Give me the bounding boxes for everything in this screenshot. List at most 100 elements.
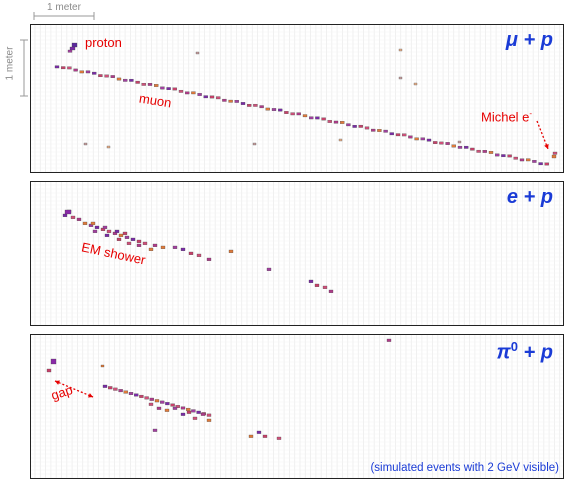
detector-hit [185, 91, 190, 95]
detector-hit [386, 338, 392, 342]
detector-hit [116, 237, 122, 241]
detector-hit [284, 111, 289, 114]
detector-hit [426, 138, 432, 142]
scale-horizontal-label: 1 meter [47, 2, 81, 13]
panel-title-mu-p: μ + p [505, 29, 553, 51]
detector-hit [402, 133, 407, 137]
detector-hit [265, 107, 270, 111]
detector-hit [122, 231, 128, 235]
event-hits [62, 209, 334, 293]
detector-hit [327, 120, 332, 123]
detector-hit [266, 267, 272, 271]
detector-hit [164, 408, 170, 412]
detector-hit [290, 112, 295, 116]
panel-title-pi0-p: π0 + p [496, 339, 554, 364]
detector-hit [247, 104, 252, 107]
detector-hit [128, 392, 134, 395]
detector-hit [234, 100, 239, 103]
detector-hit [364, 126, 370, 130]
detector-hit [538, 162, 543, 166]
detector-hit [172, 406, 178, 410]
detector-hit [346, 123, 351, 127]
detector-hit [134, 393, 139, 397]
event-hits [46, 338, 392, 440]
detector-hit [240, 102, 246, 105]
detector-hit [195, 51, 200, 55]
detector-hit [206, 257, 212, 261]
event-panel-mu-p: proton muon Michel e- μ + p [30, 24, 564, 173]
detector-hit [302, 114, 308, 118]
detector-hit [100, 364, 105, 368]
detector-hit [262, 434, 268, 438]
detector-hit [126, 241, 132, 245]
detector-hit [149, 397, 154, 401]
detector-hit [142, 241, 148, 245]
detector-hit [54, 65, 60, 69]
detector-hit [106, 229, 112, 233]
scale-vertical-label: 1 meter [4, 46, 16, 81]
detector-hit [358, 124, 363, 128]
detector-hit [457, 145, 463, 149]
detector-hit [102, 225, 108, 229]
detector-hit [69, 46, 76, 51]
detector-hit [180, 406, 186, 410]
detector-hit [328, 289, 334, 293]
detector-hit [188, 251, 194, 255]
detector-hit [457, 140, 462, 144]
detector-hit [216, 96, 221, 100]
detector-hit [340, 121, 345, 124]
detector-hit [398, 76, 403, 80]
detector-hit [222, 98, 227, 102]
detector-hit [147, 83, 153, 86]
detector-hit [278, 108, 283, 112]
detector-hit [144, 396, 149, 400]
detector-hit [186, 410, 192, 414]
detector-hit [389, 132, 394, 136]
detector-hit [532, 160, 537, 163]
detector-hit [526, 158, 531, 162]
event-panel-e-p: EM shower e + p [30, 181, 564, 326]
detector-hit [445, 142, 450, 145]
detector-hit [256, 430, 262, 434]
detector-hit [178, 89, 184, 93]
detector-hit [552, 151, 558, 155]
detector-hit [172, 245, 178, 249]
detector-hit [315, 116, 320, 120]
detector-hit [130, 237, 136, 241]
simulation-footnote: (simulated events with 2 GeV visible) [370, 462, 559, 474]
detector-hit [90, 221, 96, 225]
detector-hit [252, 142, 257, 146]
detector-hit [309, 116, 314, 120]
detector-hit [495, 153, 500, 157]
detector-hit [118, 233, 124, 237]
detector-hit [333, 120, 339, 124]
detector-hit [192, 416, 198, 420]
detector-hit [165, 402, 170, 406]
detector-hit [276, 436, 282, 440]
detector-hit [102, 384, 108, 388]
detector-hit [464, 145, 469, 149]
detector-hit [104, 233, 110, 237]
detector-hit [85, 70, 91, 74]
detector-hit [73, 68, 78, 72]
detector-hit [123, 390, 128, 394]
detector-hit [271, 108, 277, 111]
detector-hit [70, 215, 76, 219]
detector-hit [191, 91, 196, 95]
detector-hit [141, 82, 146, 86]
detector-hit [197, 93, 202, 96]
detector-hit [129, 78, 134, 82]
detector-hit [228, 99, 233, 103]
detector-hit [71, 42, 78, 48]
detector-hit [228, 249, 234, 253]
detector-hit [154, 84, 159, 87]
detector-hit [470, 147, 475, 151]
detector-hit [321, 117, 326, 121]
detector-hit [196, 410, 201, 414]
detector-hit [124, 235, 130, 239]
detector-hit [160, 400, 165, 404]
detector-hit [135, 80, 140, 84]
detector-hit [61, 66, 66, 70]
detector-hit [108, 386, 113, 390]
detector-hit [544, 162, 549, 166]
